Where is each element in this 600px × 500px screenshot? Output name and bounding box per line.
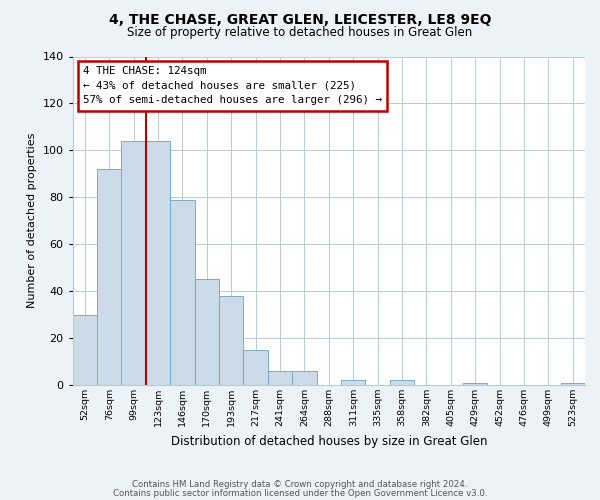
Bar bbox=[194, 280, 219, 385]
Y-axis label: Number of detached properties: Number of detached properties bbox=[27, 133, 37, 308]
Bar bbox=[97, 169, 121, 385]
Bar bbox=[170, 200, 194, 385]
X-axis label: Distribution of detached houses by size in Great Glen: Distribution of detached houses by size … bbox=[170, 434, 487, 448]
Bar bbox=[341, 380, 365, 385]
Bar bbox=[560, 382, 585, 385]
Bar bbox=[121, 141, 146, 385]
Bar bbox=[463, 382, 487, 385]
Text: 4 THE CHASE: 124sqm
← 43% of detached houses are smaller (225)
57% of semi-detac: 4 THE CHASE: 124sqm ← 43% of detached ho… bbox=[83, 66, 382, 105]
Bar bbox=[390, 380, 414, 385]
Text: Size of property relative to detached houses in Great Glen: Size of property relative to detached ho… bbox=[127, 26, 473, 39]
Text: Contains HM Land Registry data © Crown copyright and database right 2024.: Contains HM Land Registry data © Crown c… bbox=[132, 480, 468, 489]
Bar bbox=[292, 371, 317, 385]
Text: 4, THE CHASE, GREAT GLEN, LEICESTER, LE8 9EQ: 4, THE CHASE, GREAT GLEN, LEICESTER, LE8… bbox=[109, 12, 491, 26]
Bar bbox=[219, 296, 244, 385]
Bar bbox=[73, 314, 97, 385]
Bar bbox=[268, 371, 292, 385]
Text: Contains public sector information licensed under the Open Government Licence v3: Contains public sector information licen… bbox=[113, 488, 487, 498]
Bar bbox=[146, 141, 170, 385]
Bar bbox=[244, 350, 268, 385]
